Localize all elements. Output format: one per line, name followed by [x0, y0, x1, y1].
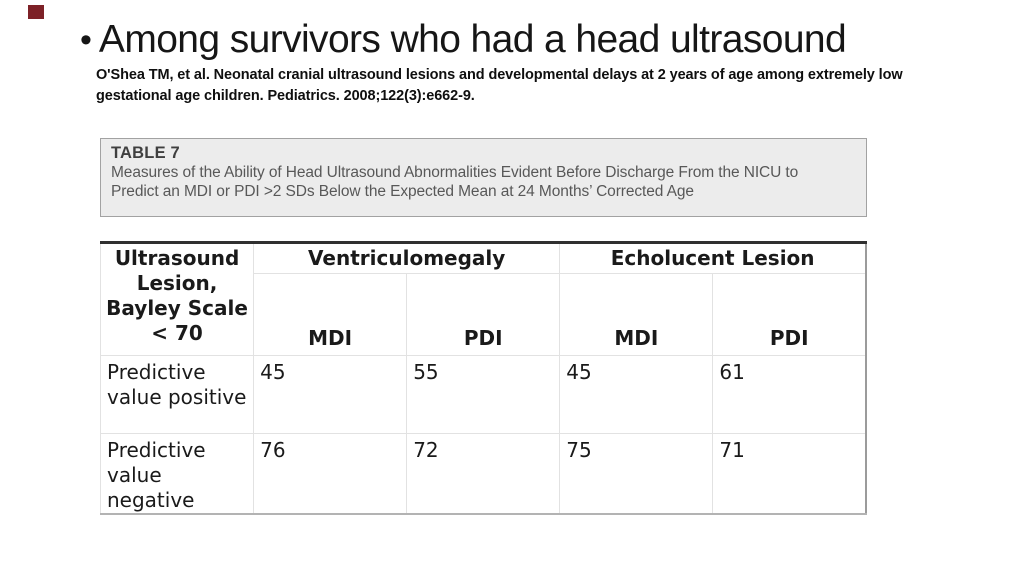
- table-caption-box: TABLE 7 Measures of the Ability of Head …: [100, 138, 867, 217]
- row-label-cell: Predictive value positive: [99, 355, 254, 434]
- subheader-mdi-2: MDI: [559, 273, 713, 356]
- group-header-echolucent-lesion: Echolucent Lesion: [559, 242, 866, 274]
- group-header-ventriculomegaly: Ventriculomegaly: [253, 242, 560, 274]
- citation: O'Shea TM, et al. Neonatal cranial ultra…: [96, 65, 903, 106]
- subheader-mdi-1: MDI: [253, 273, 407, 356]
- row-label-cell: Predictive value negative: [99, 433, 254, 514]
- table-subheader-row: MDI PDI MDI PDI: [101, 273, 866, 356]
- bullet-icon: •: [80, 21, 92, 59]
- table-caption-label: TABLE 7: [111, 144, 180, 162]
- table-row: Predictive value positive 45 55 45 61: [99, 355, 866, 434]
- value-cell: 45: [253, 355, 407, 434]
- corner-square-decoration: [28, 5, 44, 19]
- value-cell: 75: [559, 433, 713, 514]
- table-caption-line-1: Measures of the Ability of Head Ultrasou…: [111, 164, 799, 181]
- citation-line-1: O'Shea TM, et al. Neonatal cranial ultra…: [96, 67, 903, 83]
- subheader-pdi-1: PDI: [406, 273, 560, 356]
- value-cell: 45: [559, 355, 713, 434]
- slide-title-row: • Among survivors who had a head ultraso…: [80, 16, 847, 64]
- citation-line-2: gestational age children. Pediatrics. 20…: [96, 87, 475, 104]
- table-group-header-row: Ultrasound Lesion, Bayley Scale < 70 Ven…: [99, 242, 866, 356]
- value-cell: 55: [406, 355, 560, 434]
- data-table: Ultrasound Lesion, Bayley Scale < 70 Ven…: [99, 241, 867, 515]
- slide-title: Among survivors who had a head ultrasoun…: [98, 18, 847, 61]
- value-cell: 72: [406, 433, 560, 514]
- corner-header-cell: Ultrasound Lesion, Bayley Scale < 70: [99, 242, 254, 356]
- value-cell: 61: [712, 355, 866, 434]
- table-row: Predictive value negative 76 72 75 71: [99, 433, 866, 514]
- subheader-pdi-2: PDI: [712, 273, 866, 356]
- value-cell: 76: [253, 433, 407, 514]
- table-caption-line-2: Predict an MDI or PDI >2 SDs Below the E…: [111, 182, 694, 200]
- value-cell: 71: [712, 433, 866, 514]
